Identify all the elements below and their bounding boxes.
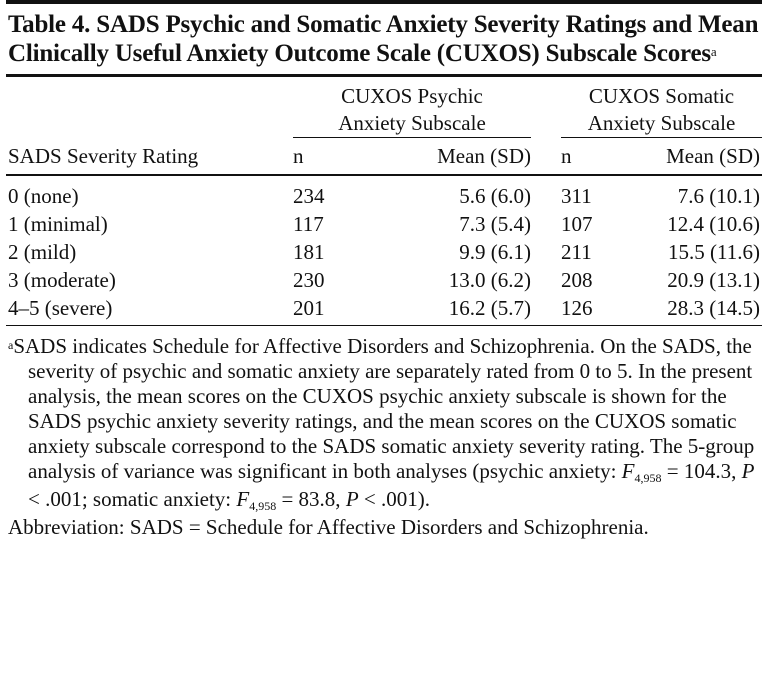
- stat-f-symbol-2: F: [236, 487, 250, 511]
- cell-rating: 3 (moderate): [8, 267, 116, 292]
- cell-somatic-n: 211: [561, 239, 592, 264]
- stat1-value: = 104.3,: [661, 459, 742, 483]
- data-table: CUXOS Psychic Anxiety Subscale CUXOS Som…: [6, 77, 762, 326]
- cell-somatic-mean: 15.5 (11.6): [668, 239, 760, 264]
- stat-df-2: 4,958: [249, 499, 277, 513]
- cell-rating: 1 (minimal): [8, 211, 108, 236]
- cell-psychic-mean: 7.3 (5.4): [459, 211, 531, 236]
- stat-p-symbol-2: P: [345, 487, 359, 511]
- cell-psychic-mean: 5.6 (6.0): [459, 183, 531, 208]
- column-header-somatic-n: n: [561, 144, 572, 168]
- table-row: 1 (minimal) 117 7.3 (5.4) 107 12.4 (10.6…: [6, 210, 762, 238]
- bottom-rule: [6, 324, 762, 326]
- cell-somatic-mean: 12.4 (10.6): [667, 211, 760, 236]
- group-header-psychic: CUXOS Psychic Anxiety Subscale: [293, 77, 531, 138]
- group-header-row: CUXOS Psychic Anxiety Subscale CUXOS Som…: [6, 77, 762, 138]
- table-title-text: Table 4. SADS Psychic and Somatic Anxiet…: [8, 11, 759, 67]
- cell-rating: 0 (none): [8, 183, 79, 208]
- group-header-somatic: CUXOS Somatic Anxiety Subscale: [561, 77, 762, 138]
- table-row: 3 (moderate) 230 13.0 (6.2) 208 20.9 (13…: [6, 266, 762, 294]
- title-footnote-marker: a: [710, 44, 717, 59]
- table-row: 4–5 (severe) 201 16.2 (5.7) 126 28.3 (14…: [6, 294, 762, 322]
- cell-somatic-n: 208: [561, 267, 593, 292]
- stat-p-symbol: P: [741, 459, 755, 483]
- group-header-somatic-line2: Anxiety Subscale: [587, 111, 736, 135]
- stat-f-symbol: F: [621, 459, 635, 483]
- header-rule: [6, 174, 762, 176]
- column-header-rating: SADS Severity Rating: [8, 143, 199, 168]
- footnote-text: SADS indicates Schedule for Affective Di…: [13, 334, 755, 483]
- column-header-row: SADS Severity Rating n Mean (SD) n Mean …: [6, 138, 762, 175]
- stat2-value: = 83.8,: [276, 487, 346, 511]
- footnote-a: aSADS indicates Schedule for Affective D…: [8, 334, 762, 515]
- cell-psychic-mean: 16.2 (5.7): [448, 295, 531, 320]
- cell-somatic-mean: 28.3 (14.5): [667, 295, 760, 320]
- cell-somatic-mean: 7.6 (10.1): [677, 183, 760, 208]
- column-header-somatic-mean: Mean (SD): [666, 144, 760, 168]
- cell-somatic-n: 311: [561, 183, 592, 208]
- title-rule: [6, 74, 762, 77]
- cell-rating: 4–5 (severe): [8, 295, 113, 320]
- cell-psychic-mean: 9.9 (6.1): [459, 239, 531, 264]
- table-row: 0 (none) 234 5.6 (6.0) 311 7.6 (10.1): [6, 176, 762, 210]
- cell-psychic-n: 201: [293, 295, 325, 320]
- stat-df: 4,958: [634, 471, 662, 485]
- cell-psychic-n: 230: [293, 267, 325, 292]
- group-header-psychic-line2: Anxiety Subscale: [338, 111, 486, 135]
- cell-somatic-n: 107: [561, 211, 593, 236]
- column-header-psychic-n: n: [293, 144, 304, 168]
- cell-psychic-mean: 13.0 (6.2): [448, 267, 531, 292]
- abbreviation-note: Abbreviation: SADS = Schedule for Affect…: [8, 515, 649, 539]
- cell-rating: 2 (mild): [8, 239, 77, 264]
- cell-psychic-n: 181: [293, 239, 325, 264]
- top-rule: [6, 0, 762, 4]
- cell-somatic-mean: 20.9 (13.1): [667, 267, 760, 292]
- cell-somatic-n: 126: [561, 295, 593, 320]
- group-header-psychic-line1: CUXOS Psychic: [341, 84, 483, 108]
- cell-psychic-n: 234: [293, 183, 325, 208]
- group-header-somatic-line1: CUXOS Somatic: [588, 84, 735, 108]
- stat1-p: < .001; somatic anxiety:: [28, 487, 237, 511]
- table-row: 2 (mild) 181 9.9 (6.1) 211 15.5 (11.6): [6, 238, 762, 266]
- stat2-p: < .001).: [358, 487, 430, 511]
- footnote-marker: a: [8, 338, 14, 352]
- cell-psychic-n: 117: [293, 211, 324, 236]
- column-header-psychic-mean: Mean (SD): [437, 144, 531, 168]
- table-title: Table 4. SADS Psychic and Somatic Anxiet…: [8, 10, 762, 68]
- footnote: aSADS indicates Schedule for Affective D…: [6, 334, 762, 540]
